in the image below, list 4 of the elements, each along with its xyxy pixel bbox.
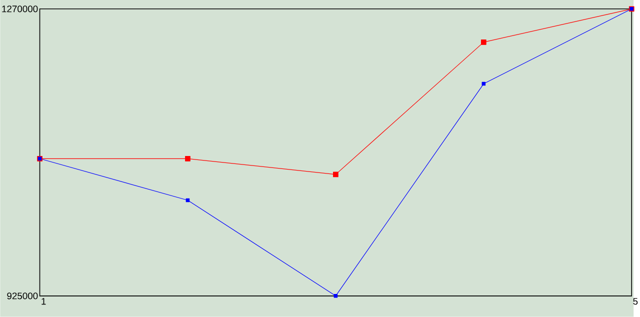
- y-tick-label: 925000: [7, 292, 38, 300]
- y-tick-label: 1270000: [2, 6, 38, 12]
- x-tick-label: 1: [42, 298, 46, 305]
- x-tick-label: 5: [633, 298, 638, 305]
